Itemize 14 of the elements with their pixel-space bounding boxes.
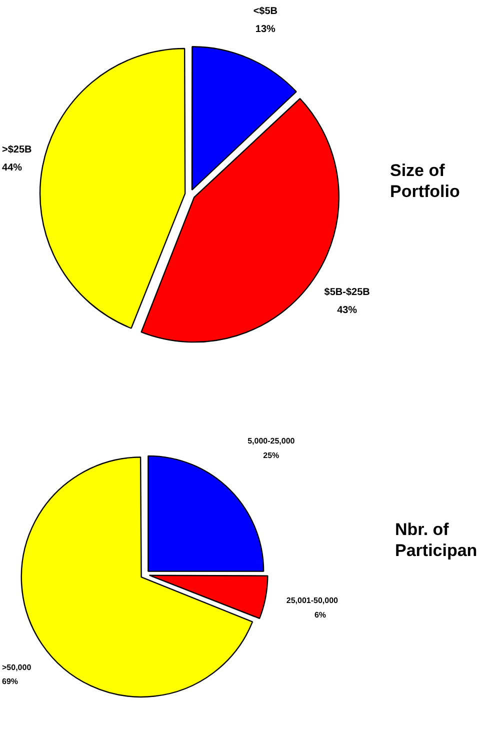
slice-label: 5,000-25,000 (248, 436, 296, 446)
data-label: 69% (2, 677, 18, 686)
data-label: 13% (255, 24, 276, 35)
data-label: 6% (314, 610, 326, 620)
slice-label: 25,001-50,000 (286, 596, 339, 605)
data-label: 25% (263, 450, 280, 460)
slice-label: <$5B (253, 6, 278, 17)
data-label: 44% (2, 162, 22, 174)
text: Size of Portfolio (390, 160, 461, 202)
slice-label: >$25B (2, 144, 32, 156)
slice-label: >50,000 (2, 662, 32, 672)
data-label: 43% (337, 304, 358, 316)
slice-label: $5B-$25B (324, 286, 370, 298)
text: Nbr. of Participan (395, 519, 478, 561)
